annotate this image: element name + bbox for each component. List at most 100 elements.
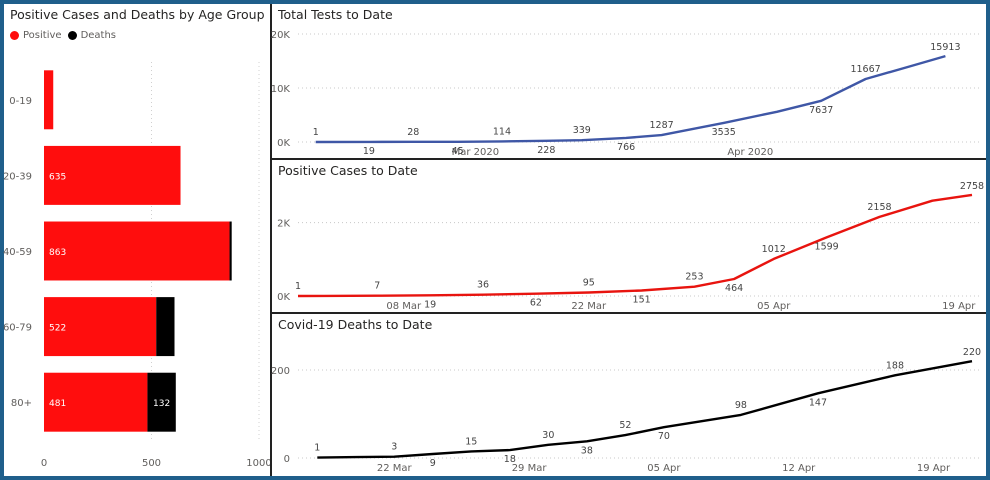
- legend-positive-label: Positive: [23, 30, 62, 41]
- data-label: 1012: [762, 244, 786, 255]
- data-label: 70: [658, 431, 670, 442]
- positive-panel: Positive Cases to Date 0K 2K 08 Mar 22 Mar 0…: [272, 160, 986, 312]
- data-label: 28: [407, 127, 419, 138]
- data-label: 464: [725, 283, 743, 294]
- data-label: 45: [452, 146, 464, 157]
- x-tick-label: 08 Mar: [386, 301, 422, 312]
- data-label: 151: [633, 294, 651, 305]
- x-tick-label: 0: [41, 458, 47, 469]
- data-label: 522: [49, 324, 66, 334]
- age-chart-title: Positive Cases and Deaths by Age Group: [10, 7, 265, 22]
- series-line: [317, 360, 973, 459]
- panel-divider-vertical: [270, 4, 272, 476]
- data-label: 62: [530, 298, 542, 309]
- x-tick-label: 22 Mar: [377, 463, 413, 474]
- data-label: 3535: [712, 127, 736, 138]
- y-tick-label: 60-79: [3, 323, 32, 334]
- data-label: 38: [581, 445, 593, 456]
- x-tick-label: 19 Apr: [917, 463, 951, 474]
- tests-panel: Total Tests to Date 0K 10K 20K Mar 2020 Apr …: [271, 4, 986, 158]
- tests-chart-title: Total Tests to Date: [278, 7, 393, 22]
- deaths-panel: Covid-19 Deaths to Date 0 200 22 Mar 29 Mar…: [271, 314, 986, 476]
- legend-deaths-marker: [67, 31, 77, 40]
- age-chart-legend: Positive Deaths: [10, 30, 116, 41]
- data-label: 18: [504, 454, 516, 465]
- panel-divider-1: [272, 158, 986, 160]
- data-label: 1: [295, 281, 301, 292]
- data-label: 228: [537, 145, 555, 156]
- data-label: 766: [617, 142, 635, 153]
- data-label: 147: [809, 397, 827, 408]
- data-label: 1: [314, 443, 320, 454]
- y-tick-label: 0K: [277, 138, 290, 149]
- dashboard: Positive Cases and Deaths by Age Group P…: [3, 4, 986, 476]
- data-label: 15: [465, 436, 477, 447]
- x-tick-label: 19 Apr: [942, 301, 976, 312]
- bar-positive: [44, 221, 230, 281]
- bar-deaths: [229, 221, 232, 281]
- data-label: 11667: [850, 64, 880, 75]
- data-label: 339: [573, 125, 591, 136]
- x-tick-label: 500: [142, 458, 161, 469]
- y-tick-label: 20K: [271, 30, 291, 41]
- x-tick-label: 05 Apr: [647, 463, 681, 474]
- series-line: [315, 54, 946, 144]
- data-label: 52: [619, 420, 631, 431]
- data-label: 188: [886, 360, 904, 371]
- tests-line-chart: 0K 10K 20K Mar 2020 Apr 2020 1 19 28 45 114 228 339…: [271, 30, 980, 158]
- positive-line-chart: 0K 2K 08 Mar 22 Mar 05 Apr 19 Apr 1 7 19 36 62 95 15…: [277, 181, 984, 312]
- x-tick-label: Mar 2020: [452, 147, 500, 158]
- y-tick-label: 0-19: [9, 96, 32, 107]
- bar-positive: [44, 372, 148, 432]
- x-tick-label: 29 Mar: [512, 463, 548, 474]
- data-label: 30: [542, 430, 554, 441]
- data-label: 2158: [867, 202, 891, 213]
- x-tick-label: 22 Mar: [571, 301, 607, 312]
- age-bar-chart: 0 500 1000 0-19 20-39 635 40-59 863 60-79 522 80+ 4…: [3, 62, 272, 469]
- x-tick-label: 12 Apr: [782, 463, 816, 474]
- data-label: 19: [424, 299, 436, 310]
- data-label: 1: [313, 127, 319, 138]
- legend-positive-marker: [10, 31, 19, 40]
- data-label: 15913: [930, 42, 960, 53]
- data-label: 98: [735, 400, 747, 411]
- x-tick-label: 1000: [246, 458, 271, 469]
- bar-deaths: [147, 372, 176, 432]
- data-label: 220: [963, 347, 981, 358]
- age-group-panel: Positive Cases and Deaths by Age Group P…: [3, 4, 272, 476]
- data-label: 7637: [809, 105, 833, 116]
- data-label: 9: [430, 458, 436, 469]
- data-label: 114: [493, 126, 511, 137]
- data-label: 1599: [815, 241, 839, 252]
- bar-positive: [44, 145, 181, 205]
- data-label: 1287: [650, 120, 674, 131]
- series-line: [297, 193, 973, 298]
- y-tick-label: 40-59: [3, 247, 32, 258]
- data-label: 7: [374, 281, 380, 292]
- y-tick-label: 0: [284, 454, 290, 465]
- data-label: 635: [49, 172, 66, 182]
- bar-positive: [44, 297, 157, 357]
- y-tick-label: 80+: [11, 398, 32, 409]
- data-label: 863: [49, 248, 66, 258]
- x-tick-label: Apr 2020: [727, 147, 773, 158]
- x-tick-label: 05 Apr: [757, 301, 791, 312]
- data-label: 2758: [960, 181, 984, 192]
- y-tick-label: 20-39: [3, 171, 32, 182]
- y-tick-label: 200: [271, 366, 290, 377]
- y-tick-label: 0K: [277, 292, 290, 303]
- data-label: 95: [583, 278, 595, 289]
- bar-deaths: [156, 297, 175, 357]
- y-tick-label: 2K: [277, 219, 290, 230]
- bar-positive: [44, 70, 54, 130]
- data-label: 481: [49, 399, 66, 409]
- legend-deaths-label: Deaths: [80, 30, 117, 41]
- deaths-line-chart: 0 200 22 Mar 29 Mar 05 Apr 12 Apr 19 Apr 1 3 9 15 1…: [271, 347, 981, 474]
- data-label: 36: [477, 280, 489, 291]
- data-label: 19: [363, 146, 375, 157]
- y-tick-label: 10K: [271, 84, 291, 95]
- data-label: 132: [153, 399, 170, 409]
- positive-chart-title: Positive Cases to Date: [278, 163, 418, 178]
- data-label: 253: [685, 272, 703, 283]
- data-label: 3: [391, 442, 397, 453]
